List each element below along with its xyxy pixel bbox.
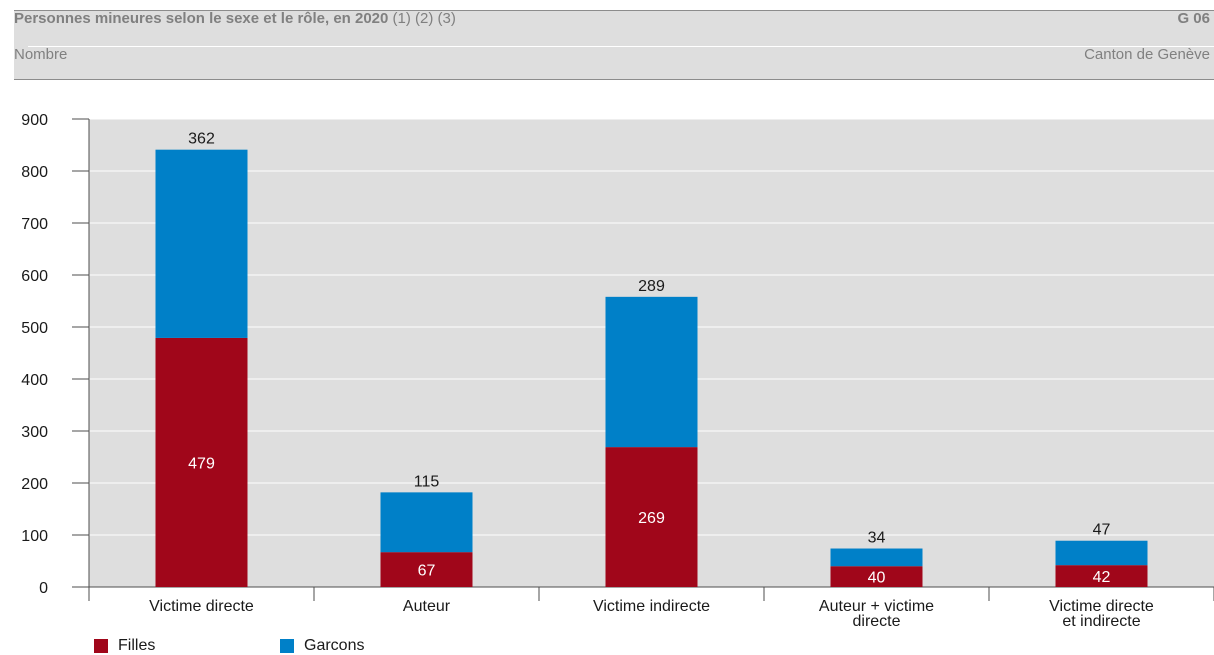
x-category-label: Auteur + victime	[819, 598, 934, 615]
data-label-filles: 479	[188, 455, 215, 472]
bar-filles	[1055, 565, 1148, 587]
x-category-label: Victime directe	[1049, 598, 1154, 615]
bar-garcons	[1055, 540, 1148, 566]
chart-title-notes: (1) (2) (3)	[392, 10, 456, 27]
chart-title-text: Personnes mineures selon le sexe et le r…	[14, 10, 389, 27]
bar-garcons	[380, 492, 473, 553]
data-label-filles: 42	[1093, 569, 1111, 586]
y-tick-label: 700	[21, 216, 48, 233]
x-category-label: et indirecte	[1062, 613, 1140, 630]
bar-filles	[830, 566, 923, 587]
data-label-garcons: 289	[638, 278, 665, 295]
chart-header	[14, 10, 1214, 80]
y-tick-label: 600	[21, 268, 48, 285]
bar-filles	[155, 337, 248, 587]
legend-label-garcons: Garcons	[304, 637, 365, 654]
chart-title: Personnes mineures selon le sexe et le r…	[14, 10, 456, 27]
chart-code: G 06	[1177, 10, 1210, 27]
y-tick-label: 200	[21, 476, 48, 493]
chart-unit: Nombre	[14, 46, 68, 63]
chart-region: Canton de Genève	[1084, 46, 1210, 63]
bar-garcons	[605, 296, 698, 448]
data-label-filles: 67	[418, 563, 436, 580]
y-tick-label: 0	[39, 580, 48, 597]
bar-filles	[380, 552, 473, 587]
y-tick-label: 900	[21, 112, 48, 129]
legend-item-garcons: Garcons	[280, 637, 364, 655]
legend-swatch-garcons	[280, 639, 294, 653]
x-category-label: Victime indirecte	[593, 598, 710, 615]
data-label-garcons: 34	[868, 530, 886, 547]
x-category-label: Auteur	[403, 598, 451, 615]
legend-label-filles: Filles	[118, 637, 156, 654]
legend-swatch-filles	[94, 639, 108, 653]
data-label-garcons: 47	[1093, 522, 1111, 539]
legend-item-filles: Filles	[94, 637, 155, 655]
y-tick-label: 100	[21, 528, 48, 545]
data-label-filles: 269	[638, 510, 665, 527]
x-category-label: directe	[852, 613, 900, 630]
y-tick-label: 500	[21, 320, 48, 337]
y-tick-label: 800	[21, 164, 48, 181]
header-divider	[28, 46, 1214, 47]
data-label-garcons: 362	[188, 131, 215, 148]
y-tick-label: 300	[21, 424, 48, 441]
data-label-filles: 40	[868, 570, 886, 587]
data-label-garcons: 115	[414, 473, 440, 490]
bar-garcons	[830, 548, 923, 567]
bar-garcons	[155, 149, 248, 338]
x-category-label: Victime directe	[149, 598, 254, 615]
bar-filles	[605, 447, 698, 587]
y-tick-label: 400	[21, 372, 48, 389]
